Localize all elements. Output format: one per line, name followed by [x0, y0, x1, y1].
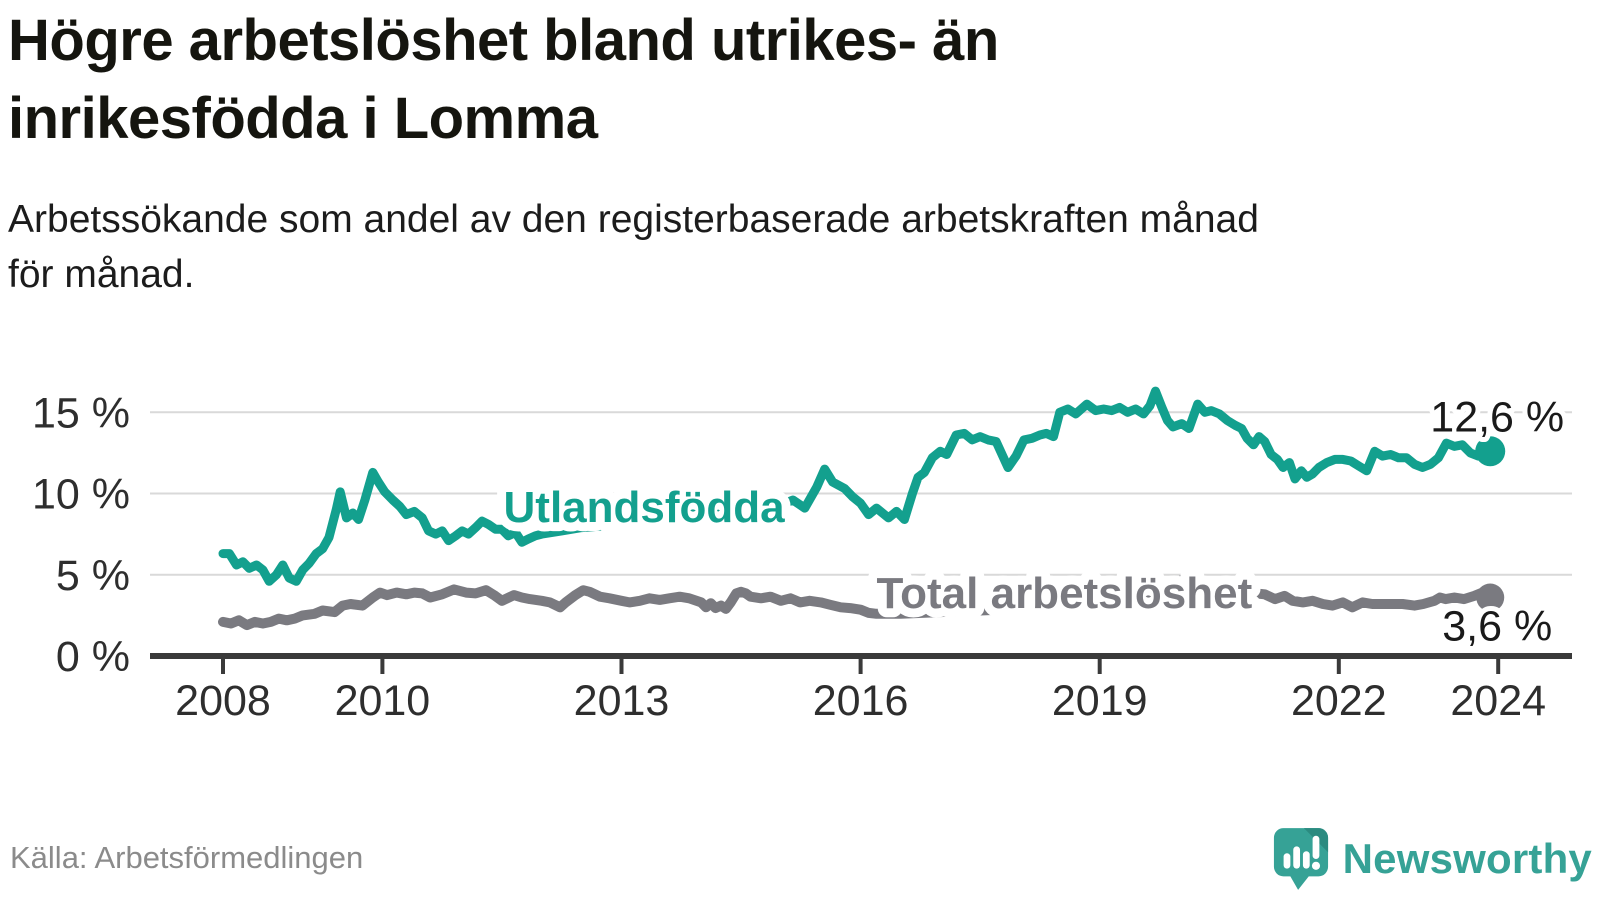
page-title: Högre arbetslöshet bland utrikes- än inr…: [8, 8, 999, 151]
x-tick-label: 2024: [1450, 677, 1546, 725]
y-tick-label: 10 %: [32, 471, 130, 519]
newsworthy-logo-text: Newsworthy: [1342, 835, 1592, 882]
line-chart: 0 % 5 % 10 % 15 % 2008 2010 2013 2016 2019 2022 20…: [0, 340, 1600, 740]
x-tick-label: 2016: [813, 677, 909, 725]
series-label-utlandsfodda: Utlandsfödda: [504, 483, 786, 532]
series-line-utlandsfodda: [218, 386, 1495, 586]
logo-exclamation-icon: [1312, 835, 1319, 859]
newsworthy-logo: Newsworthy: [1272, 826, 1592, 892]
x-tick-label: 2010: [335, 677, 431, 725]
x-tick-label: 2008: [175, 677, 271, 725]
series-end-dot-utlandsfodda: [1475, 436, 1506, 467]
y-tick-label: 5 %: [56, 552, 130, 600]
y-tick-label: 15 %: [32, 389, 130, 437]
newsworthy-logo-icon: [1273, 828, 1328, 890]
logo-bar-icon: [1302, 851, 1310, 869]
end-value-total: 3,6 %: [1442, 603, 1552, 651]
logo-bar-icon: [1283, 853, 1290, 869]
logo-bar-icon: [1292, 846, 1300, 869]
x-tick-label: 2019: [1052, 677, 1148, 725]
series-label-total: Total arbetslöshet: [877, 569, 1253, 618]
line-chart-canvas: 0 % 5 % 10 % 15 % 2008 2010 2013 2016 2019 2022 20…: [32, 386, 1572, 725]
chart-subtitle: Arbetssökande som andel av den registerb…: [8, 198, 1259, 296]
x-tick-label: 2022: [1291, 677, 1387, 725]
series-end-dot-total: [1476, 583, 1505, 612]
logo-exclamation-dot-icon: [1311, 861, 1320, 870]
x-tick-label: 2013: [574, 677, 670, 725]
y-tick-label: 0 %: [56, 633, 130, 681]
end-value-utlandsfodda: 12,6 %: [1430, 393, 1564, 441]
source-note: Källa: Arbetsförmedlingen: [10, 840, 364, 875]
series-line-total: [218, 571, 1496, 631]
